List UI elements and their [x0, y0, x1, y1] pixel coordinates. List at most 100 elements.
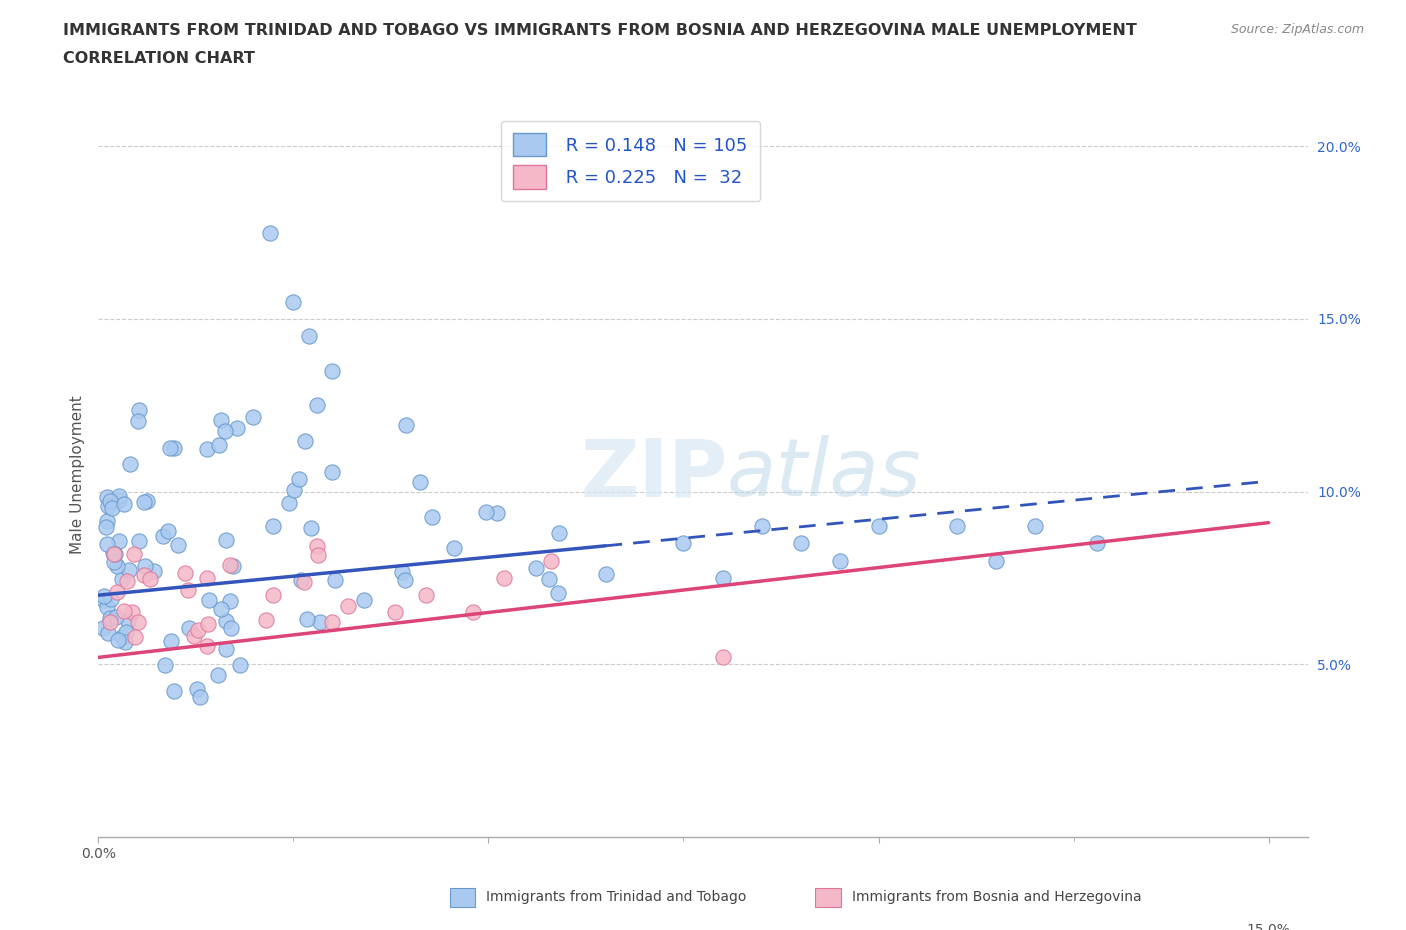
Point	[409, 474, 432, 489]
Point	[132, 568, 155, 583]
Point	[97, 498, 120, 513]
Point	[524, 561, 547, 576]
Point	[259, 225, 281, 240]
Point	[336, 599, 359, 614]
Point	[97, 626, 120, 641]
Point	[547, 525, 569, 540]
Point	[195, 639, 218, 654]
Point	[163, 440, 186, 455]
Point	[494, 570, 516, 585]
Point	[98, 611, 121, 626]
Point	[197, 571, 219, 586]
Point	[117, 613, 139, 628]
Point	[298, 328, 321, 343]
Point	[93, 589, 115, 604]
Point	[105, 585, 128, 600]
Point	[108, 489, 131, 504]
Point	[188, 689, 211, 704]
Point	[254, 612, 277, 627]
Point	[100, 591, 122, 606]
Point	[415, 588, 437, 603]
Text: Immigrants from Bosnia and Herzegovina: Immigrants from Bosnia and Herzegovina	[852, 890, 1142, 905]
Legend:  R = 0.148   N = 105,  R = 0.225   N =  32: R = 0.148 N = 105, R = 0.225 N = 32	[501, 121, 761, 201]
Point	[209, 413, 232, 428]
Point	[868, 519, 890, 534]
Point	[292, 574, 315, 589]
Point	[198, 592, 221, 607]
Point	[157, 524, 180, 538]
Point	[290, 573, 312, 588]
Point	[485, 506, 508, 521]
Point	[751, 519, 773, 534]
Point	[98, 615, 121, 630]
Point	[945, 519, 967, 534]
Point	[395, 418, 418, 432]
Point	[160, 633, 183, 648]
Point	[307, 547, 329, 562]
Point	[177, 620, 200, 635]
Point	[221, 620, 243, 635]
Point	[305, 538, 328, 553]
Point	[242, 409, 264, 424]
Point	[96, 489, 118, 504]
Point	[384, 605, 406, 620]
Point	[711, 650, 734, 665]
Point	[107, 533, 129, 548]
Point	[101, 500, 124, 515]
Text: ZIP: ZIP	[579, 435, 727, 513]
Point	[305, 398, 328, 413]
Point	[321, 615, 343, 630]
Point	[104, 547, 127, 562]
Point	[103, 554, 125, 569]
Text: 15.0%: 15.0%	[1247, 923, 1291, 930]
Point	[262, 588, 284, 603]
Point	[132, 495, 155, 510]
Point	[122, 547, 145, 562]
Point	[143, 564, 166, 578]
Point	[112, 497, 135, 512]
Point	[984, 553, 1007, 568]
Point	[325, 573, 347, 588]
Point	[103, 546, 125, 561]
Point	[1085, 536, 1108, 551]
Point	[176, 583, 198, 598]
Point	[96, 599, 118, 614]
Point	[215, 614, 238, 629]
Point	[124, 630, 146, 644]
Point	[101, 545, 124, 560]
Point	[120, 457, 142, 472]
Point	[197, 617, 219, 631]
Point	[187, 623, 209, 638]
Point	[420, 510, 443, 525]
Point	[91, 620, 114, 635]
Point	[121, 604, 143, 619]
Point	[283, 483, 305, 498]
Point	[111, 571, 134, 586]
Point	[214, 424, 236, 439]
Point	[118, 563, 141, 578]
Point	[115, 574, 138, 589]
Point	[128, 403, 150, 418]
Point	[262, 518, 284, 533]
Point	[308, 615, 330, 630]
Point	[540, 553, 562, 568]
Point	[111, 630, 134, 644]
Text: Source: ZipAtlas.com: Source: ZipAtlas.com	[1230, 23, 1364, 36]
Point	[278, 496, 301, 511]
Point	[474, 504, 496, 519]
Point	[107, 632, 129, 647]
Point	[183, 629, 205, 644]
Point	[828, 553, 851, 568]
Point	[1024, 519, 1046, 534]
Point	[107, 492, 129, 507]
Point	[537, 571, 560, 586]
Point	[167, 538, 190, 552]
Point	[173, 565, 195, 580]
Point	[461, 605, 484, 620]
Point	[443, 541, 465, 556]
Point	[672, 536, 695, 551]
Point	[153, 658, 176, 672]
Point	[139, 572, 162, 587]
Point	[115, 624, 138, 639]
Point	[98, 494, 121, 509]
